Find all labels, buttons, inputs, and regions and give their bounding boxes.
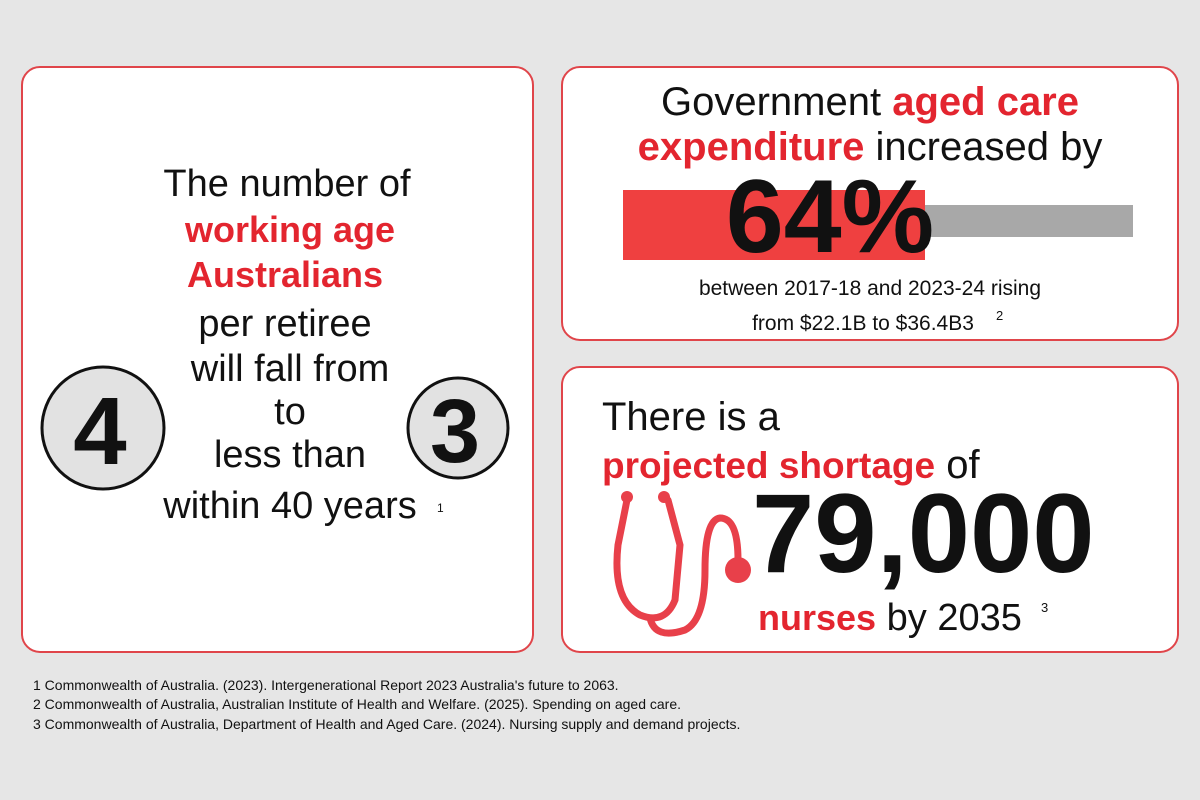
detail: between 2017-18 and 2023-24 rising [699,277,1041,300]
text: Government [661,80,881,124]
highlight: projected shortage [602,445,935,486]
from-number: 4 [73,378,126,485]
shortage-card [561,366,1179,653]
text: of [946,443,980,487]
circle [406,376,510,480]
footnote-ref: 2 [996,308,1003,323]
left-text: The number of working age Australians pe… [162,163,416,527]
footnotes: 1 Commonwealth of Australia. (2023). Int… [33,677,740,732]
highlight: expenditure [638,125,865,169]
footnote-ref: 3 [1041,600,1048,615]
to-number: 3 [430,382,480,482]
icon-part [621,491,633,503]
icon-part [658,491,670,503]
bar-fill [623,190,925,260]
headline: expenditure increased by [638,125,1103,169]
footnote: 2 Commonwealth of Australia, Australian … [33,696,681,712]
text-line: within 40 years [162,485,416,527]
text-line: to [274,391,306,433]
big-figure: 64% [726,159,934,275]
highlight: Australians [187,254,383,295]
text-line: less than [214,434,366,476]
circle [40,365,166,491]
stethoscope-icon [613,496,742,637]
text-line: will fall from [190,348,389,390]
text-line: nurses by 2035 [758,597,1022,639]
highlight: aged care [892,80,1079,124]
detail: from $22.1B to $36.4B3 [752,312,974,335]
big-figure: 79,000 [752,471,1095,596]
footnote: 3 Commonwealth of Australia, Department … [33,716,740,732]
text-line: projected shortage of [602,443,980,487]
text-line: The number of [163,163,411,205]
text: by 2035 [887,597,1022,639]
highlight: nurses [758,597,876,638]
footnote: 1 Commonwealth of Australia. (2023). Int… [33,677,619,693]
headline: Government aged care [661,80,1079,124]
icon-part [725,557,751,583]
text: increased by [876,125,1103,169]
text-line: There is a [602,395,781,439]
footnote-ref: 1 [437,501,444,515]
left-card [21,66,534,653]
text-line: per retiree [198,303,371,345]
bar-track [925,205,1133,237]
highlight: working age [184,209,395,250]
